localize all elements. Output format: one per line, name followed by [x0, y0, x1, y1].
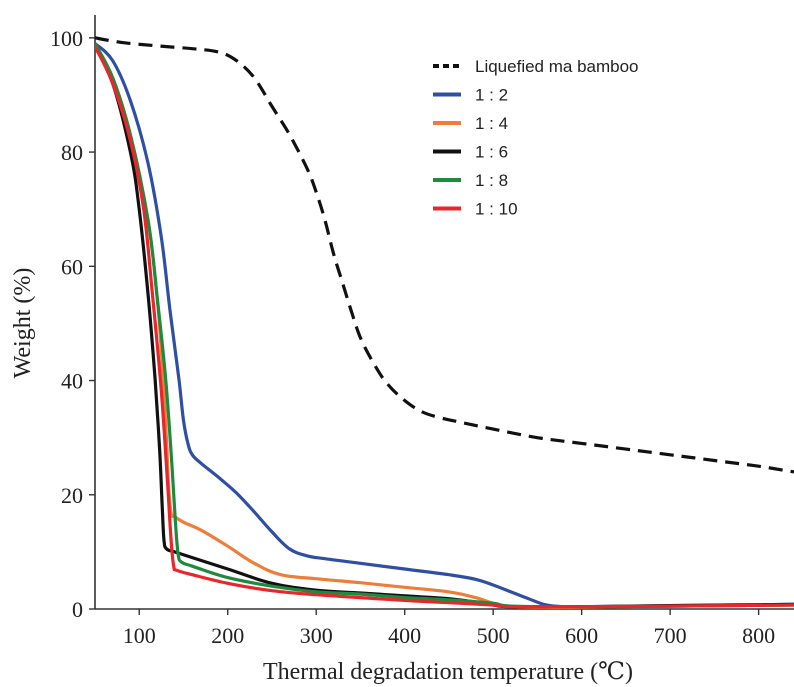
axes: 0 20 40 60 80 100 100 200 300 400 500 600 700 800 [50, 15, 794, 648]
series-line-0 [95, 36, 794, 474]
x-tick-label: 300 [300, 623, 333, 648]
y-tick-label: 0 [72, 597, 83, 622]
x-tick-label: 400 [388, 623, 421, 648]
legend: Liquefied ma bamboo 1 : 2 1 : 4 1 : 6 1 : 8 1… [433, 57, 639, 219]
series-line-4 [95, 42, 794, 609]
series-line-2 [95, 45, 794, 609]
y-tick-label: 60 [61, 254, 83, 279]
y-axis-title: Weight (%) [10, 268, 36, 379]
y-tick-label: 20 [61, 483, 83, 508]
x-tick-label: 200 [211, 623, 244, 648]
x-axis-title: Thermal degradation temperature (℃) [263, 659, 633, 685]
legend-label: Liquefied ma bamboo [475, 57, 639, 76]
series-line-5 [95, 45, 794, 609]
y-tick-label: 80 [61, 140, 83, 165]
x-tick-label: 600 [565, 623, 598, 648]
legend-label: 1 : 8 [475, 171, 508, 190]
x-tick-label: 700 [654, 623, 687, 648]
series-line-1 [95, 42, 794, 609]
x-tick-label: 500 [477, 623, 510, 648]
y-tick-label: 40 [61, 369, 83, 394]
legend-label: 1 : 10 [475, 200, 518, 219]
series-layer [95, 36, 794, 609]
y-tick-label: 100 [50, 26, 83, 51]
x-tick-label: 800 [742, 623, 775, 648]
legend-label: 1 : 6 [475, 143, 508, 162]
legend-label: 1 : 4 [475, 114, 508, 133]
legend-label: 1 : 2 [475, 86, 508, 105]
x-tick-label: 100 [123, 623, 156, 648]
series-line-3 [95, 45, 794, 609]
